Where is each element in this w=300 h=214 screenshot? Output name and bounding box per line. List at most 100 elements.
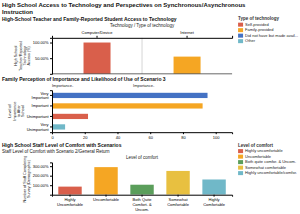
- bars: [52, 93, 208, 130]
- text-line: Internet: [180, 30, 194, 35]
- tick: Both QuiteComfort. &Uncom.: [132, 195, 152, 212]
- tick: 60: [148, 132, 153, 139]
- text-line: Computer/Device: [82, 30, 114, 35]
- section-title: Family Perception of Importance and Like…: [2, 76, 166, 82]
- axis-line: [50, 38, 53, 74]
- tick: 80: [181, 132, 186, 139]
- tick-mark: [97, 36, 98, 38]
- tick-label: Internet: [180, 30, 194, 35]
- legend-swatch: [238, 39, 243, 43]
- legend-label: Somewhat comfortable: [245, 165, 287, 170]
- tick-label: 60: [148, 135, 153, 140]
- bar: [58, 187, 81, 195]
- tick: SomewhatComfortable: [167, 195, 190, 207]
- axis: VeryImportantImportantUnimportantVeryUni…: [27, 91, 53, 133]
- text-line: Staff Level of Comfort with Scenario 2/G…: [2, 149, 110, 154]
- tick-mark: [50, 176, 52, 177]
- tick-mark: [50, 105, 52, 106]
- legend-swatch: [238, 149, 243, 153]
- annotation: Importance-: [52, 83, 74, 88]
- text-line: Unimportant: [27, 127, 50, 132]
- legend-label: Family-provided: [245, 27, 273, 32]
- tick: 100.00%: [33, 183, 52, 188]
- legend-label: Self-provided: [245, 22, 269, 27]
- tick: 100: [213, 132, 220, 139]
- tick-mark: [50, 95, 52, 96]
- legend-title: Level of comfort: [238, 143, 274, 148]
- legend-label: Highly uncomfortable: [245, 148, 283, 153]
- axis: 020406080100: [51, 132, 232, 139]
- tick-label: 20: [83, 135, 88, 140]
- tick: Important: [32, 103, 52, 108]
- text-line: Instruction: [2, 9, 33, 15]
- legend-label: Both quite comfor. & Uncom.: [245, 159, 296, 164]
- legend-swatch: [238, 171, 243, 175]
- legend-label: Uncomfortable: [245, 154, 272, 159]
- annotation: Importance-: [133, 83, 155, 88]
- tick-mark: [187, 36, 188, 38]
- legend-label: Highly uncomfortable/comfor.: [245, 170, 297, 175]
- tick-label: Important: [32, 103, 50, 108]
- text-line: High School Access to Technology and Per…: [2, 2, 246, 8]
- tick-mark: [50, 116, 52, 117]
- text-line: High School Staff Level of Comfort with …: [2, 142, 122, 148]
- tick-label: 50.00%: [35, 56, 49, 61]
- axis: Computer/Device Internet: [53, 30, 233, 38]
- bar: [174, 57, 201, 74]
- chart-root: High School Access to Technology and Per…: [0, 0, 300, 214]
- divider: [142, 38, 143, 74]
- axis-title: High SchoolTeacher/ReportedTechnologyAcc…: [14, 41, 31, 71]
- legend-swatch: [238, 155, 243, 159]
- bar: [52, 103, 203, 108]
- tick-mark: [70, 195, 71, 197]
- axis-title: Technology / Type of technology: [110, 23, 175, 28]
- legend-swatch: [238, 160, 243, 164]
- tick-label: VeryImportant: [32, 91, 50, 101]
- tick-label: Both QuiteComfort. &Uncom.: [132, 197, 152, 211]
- bar: [94, 167, 117, 195]
- section-title: High School Staff Level of Comfort with …: [2, 142, 122, 148]
- legend-swatch: [238, 23, 243, 27]
- tick-label: VeryUnimportant: [27, 122, 50, 132]
- tick-label: 100.00%: [33, 40, 49, 45]
- text-line: Level of comfort: [126, 155, 159, 160]
- bar: [52, 93, 208, 98]
- tick: HighlyComfortable: [203, 195, 226, 207]
- text-line: Comfortable: [167, 202, 190, 207]
- tick: 40: [116, 132, 121, 139]
- tick: Unimportant: [27, 114, 52, 119]
- chart-container: High School Access to Technology and Per…: [0, 0, 300, 214]
- text-line: Uncomfortable: [93, 197, 120, 202]
- tick: 200.00%: [33, 173, 52, 178]
- tick-label: Computer/Device: [82, 30, 114, 35]
- bar: [130, 185, 153, 195]
- legend: Level of comfortHighly uncomfortableUnco…: [238, 143, 297, 176]
- section-title: High-School Teacher and Family-Reported …: [2, 16, 177, 22]
- tick: HighlyUncomfortable: [57, 195, 84, 207]
- legend-swatch: [238, 166, 243, 170]
- title: High School Access to Technology and Per…: [2, 2, 246, 15]
- tick: 100.00%: [33, 40, 52, 45]
- bar: [52, 124, 65, 129]
- axis: HighlyUncomfortable Uncomfortable Both Qui…: [53, 195, 233, 212]
- tick-mark: [106, 195, 107, 197]
- tick-mark: [214, 195, 215, 197]
- tick-label: Uncomfortable: [93, 197, 120, 202]
- legend-swatch: [238, 34, 243, 38]
- text-line: Importance-: [133, 83, 155, 88]
- text-line: High-School Teacher and Family-Reported …: [2, 16, 177, 22]
- legend-label: Other: [245, 38, 256, 43]
- tick: Uncomfortable: [93, 195, 120, 203]
- axis-title: Number of Staff CompletingSurvey (Demogr…: [23, 156, 31, 203]
- axis-line: [53, 133, 233, 135]
- tick-label: 200.00%: [33, 173, 49, 178]
- text-line: Importance-: [52, 83, 74, 88]
- tick-label: SomewhatComfortable: [167, 197, 190, 207]
- text-line: Family Perception of Importance and Like…: [2, 76, 166, 82]
- bars: [58, 167, 225, 195]
- text-line: Technology / Type of technology: [110, 23, 175, 28]
- axis-line: [50, 163, 53, 195]
- bar: [202, 179, 225, 194]
- axis-title: Level ofImportanceto AfterSchool: [8, 102, 25, 121]
- tick: 20: [83, 132, 88, 139]
